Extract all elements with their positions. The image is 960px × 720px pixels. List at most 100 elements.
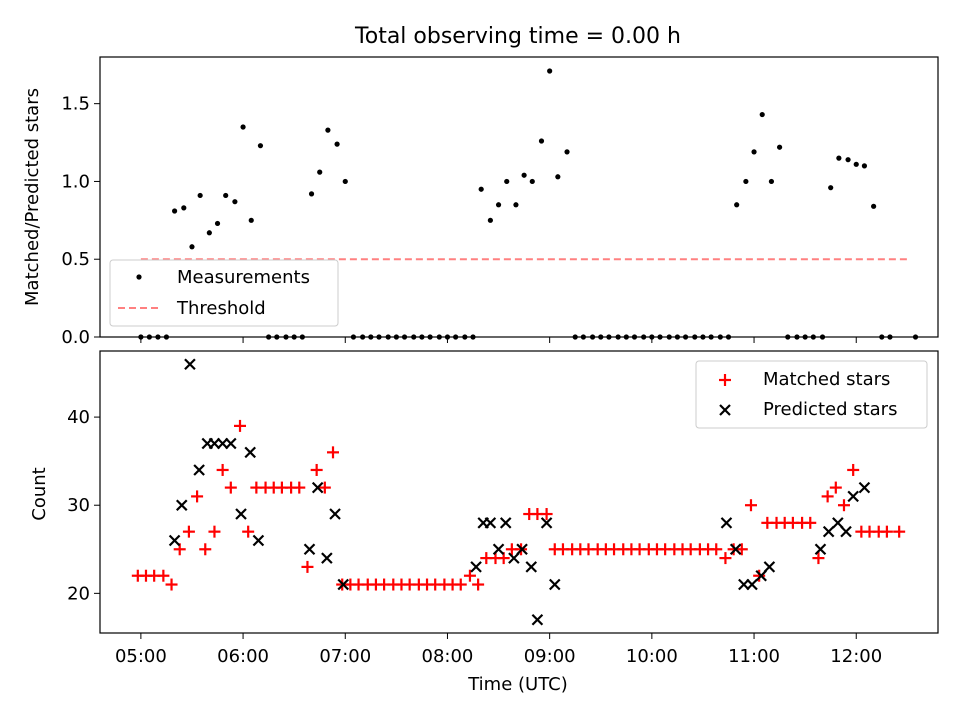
bottom-plot-frame	[99, 350, 939, 634]
predicted-star-point	[492, 543, 505, 556]
matched-star-point	[234, 419, 247, 432]
measurement-point	[871, 203, 877, 209]
x-tick-label: 12:00	[830, 646, 882, 667]
legend-threshold-label: Threshold	[176, 298, 266, 319]
matched-star-point	[735, 543, 748, 556]
bottom-y-ticks: 20 30 40	[67, 407, 100, 604]
matched-star-point	[821, 490, 834, 503]
predicted-star-point	[337, 578, 350, 591]
predicted-star-point	[755, 569, 767, 582]
bottom-y-tick-label: 30	[67, 495, 90, 516]
measurement-point	[768, 178, 775, 185]
measurement-point	[734, 202, 740, 208]
matched-star-point	[719, 552, 732, 565]
predicted-star-point	[321, 552, 333, 564]
measurement-point	[555, 174, 561, 180]
measurement-points-layer	[138, 68, 919, 340]
x-tick-label: 10:00	[626, 646, 678, 667]
matched-star-point	[208, 525, 221, 538]
measurement-point	[325, 127, 331, 133]
measurement-point	[308, 191, 315, 197]
top-y-tick-label: 1.5	[61, 94, 90, 115]
top-y-axis-label: Matched/Predicted stars	[22, 88, 43, 306]
measurement-point	[257, 143, 264, 149]
predicted-star-point	[244, 446, 257, 459]
x-tick-label: 11:00	[728, 646, 780, 667]
matched-star-point	[812, 552, 825, 565]
matched-star-point	[710, 543, 723, 556]
predicted-star-point	[329, 508, 341, 520]
predicted-star-point	[847, 490, 859, 503]
matched-star-point	[744, 499, 757, 512]
matched-star-point	[327, 446, 340, 459]
predicted-star-point	[814, 543, 827, 556]
measurement-point	[828, 185, 834, 191]
matched-star-point	[847, 463, 860, 476]
measurement-point	[853, 161, 859, 167]
measurement-point	[172, 208, 178, 214]
matched-star-point	[216, 463, 229, 476]
matched-star-point	[837, 499, 850, 512]
predicted-star-point	[525, 561, 538, 573]
chart-title: Total observing time = 0.00 h	[354, 24, 681, 49]
legend-matched-marker	[719, 374, 731, 386]
x-tick-label: 06:00	[217, 646, 269, 667]
top-y-tick-label: 1.0	[61, 171, 90, 192]
measurement-point	[861, 163, 868, 169]
predicted-star-point	[508, 552, 520, 564]
predicted-star-point	[822, 525, 835, 538]
matched-star-point	[199, 543, 212, 556]
matched-star-point	[301, 560, 314, 573]
predicted-star-point	[531, 614, 544, 626]
measurement-point	[521, 172, 527, 178]
measurement-point	[495, 202, 502, 208]
measurement-point	[206, 230, 212, 236]
predicted-star-point	[499, 517, 512, 529]
predicted-star-point	[832, 517, 844, 529]
predicted-star-point	[746, 578, 758, 591]
top-x-ticks	[140, 337, 857, 343]
measurement-point	[759, 111, 765, 118]
top-legend-frame	[109, 259, 339, 327]
predicted-star-point	[225, 437, 237, 450]
bottom-legend-frame	[695, 360, 928, 429]
measurement-point	[197, 192, 203, 199]
predicted-star-point	[729, 543, 742, 556]
matched-star-point	[753, 569, 766, 582]
matched-star-point	[454, 578, 467, 591]
bottom-y-tick-label: 20	[67, 583, 90, 604]
bottom-y-axis-label: Count	[29, 467, 50, 520]
bottom-x-ticks: 05:00 06:00 07:00 08:00 09:00 10:00 11:00 12:00	[115, 633, 882, 667]
matched-star-point	[893, 525, 906, 538]
matched-star-point	[224, 481, 237, 494]
predicted-star-point	[840, 525, 852, 538]
predicted-star-point	[720, 517, 733, 529]
measurement-point	[776, 144, 783, 150]
predicted-star-point	[252, 534, 265, 547]
measurement-point	[232, 199, 238, 205]
predicted-star-point	[470, 561, 482, 573]
top-y-tick-label: 0.5	[61, 249, 90, 270]
measurement-point	[538, 138, 545, 144]
measurement-point	[564, 149, 570, 155]
predicted-star-point	[858, 481, 871, 494]
matched-star-point	[165, 578, 178, 591]
measurement-point	[504, 178, 510, 185]
matched-star-point	[880, 525, 893, 538]
matched-star-point	[472, 578, 485, 591]
predicted-star-point	[175, 499, 188, 511]
top-y-ticks: 0.0 0.5 1.0 1.5	[61, 94, 100, 348]
predicted-star-point	[168, 534, 181, 547]
matched-star-point	[804, 516, 817, 529]
x-tick-label: 05:00	[115, 646, 167, 667]
measurement-point	[845, 157, 851, 163]
x-tick-label: 08:00	[422, 646, 474, 667]
x-tick-label: 07:00	[319, 646, 371, 667]
measurement-point	[342, 178, 348, 185]
measurement-point	[478, 186, 484, 192]
matched-star-point	[829, 481, 842, 494]
matched-star-point	[182, 525, 195, 538]
measurement-point	[189, 244, 195, 250]
measurement-point	[547, 68, 553, 74]
